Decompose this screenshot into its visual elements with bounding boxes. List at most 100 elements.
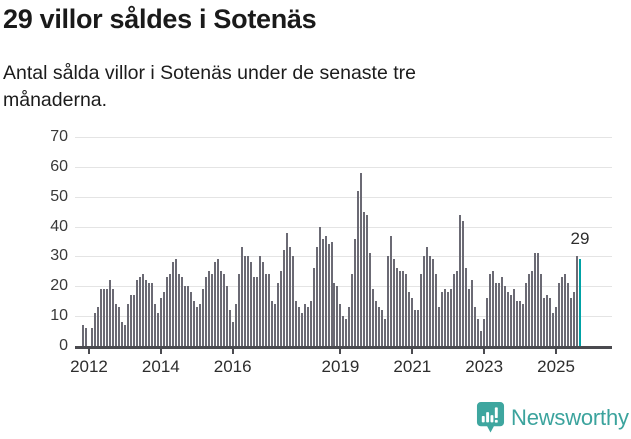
bar-month [384, 319, 387, 346]
bar-month [330, 241, 333, 346]
bar-month [507, 292, 510, 346]
bar-month [306, 307, 309, 346]
newsworthy-logo-icon [476, 402, 505, 433]
newsworthy-brand: Newsworthy [476, 401, 629, 434]
gridline [75, 137, 612, 138]
bar-month [231, 322, 234, 346]
bar-month [378, 307, 381, 346]
bar-month [420, 274, 423, 346]
bar-month [82, 325, 84, 346]
bar-month [468, 289, 471, 346]
bar-month [513, 289, 516, 346]
bar-month [393, 259, 396, 346]
bar-month [504, 286, 507, 346]
bar-month [387, 256, 390, 346]
bar-month [534, 253, 537, 346]
bar-month [423, 256, 426, 346]
bar-month [336, 286, 339, 346]
bar-month [267, 274, 270, 346]
bar-month [402, 271, 405, 346]
bar-month [555, 307, 558, 346]
bar-month [405, 274, 408, 346]
last-value-annotation: 29 [570, 229, 590, 248]
bar-month [522, 304, 525, 346]
x-axis-tick [159, 349, 162, 354]
bar-month [141, 274, 144, 346]
bar-month [345, 319, 348, 346]
bar-month [477, 319, 480, 346]
y-axis-label: 20 [50, 277, 68, 295]
gridline [75, 286, 612, 288]
x-axis-tick [555, 349, 558, 354]
bar-month [396, 268, 399, 346]
bar-month [222, 274, 225, 346]
bar-month [84, 328, 87, 346]
bar-month [552, 313, 555, 346]
bar-month [444, 289, 447, 346]
bar-month [495, 283, 498, 346]
x-axis-tick [339, 349, 342, 354]
y-axis-label: 60 [50, 157, 68, 175]
bar-month [138, 277, 141, 346]
bar-month [327, 244, 330, 346]
bar-month [435, 274, 438, 346]
bar-month [312, 268, 315, 346]
bar-month [516, 301, 519, 346]
bar-month [237, 274, 240, 346]
bar-month [564, 274, 567, 346]
bar-month [369, 253, 372, 346]
bar-month [318, 226, 321, 346]
bar-month [183, 286, 186, 346]
bar-month [249, 262, 252, 346]
bar-month [456, 271, 459, 346]
chart-subtitle-line1: Antal sålda villor i Sotenäs under de se… [3, 62, 416, 84]
bar-month [510, 295, 513, 346]
bar-month [135, 280, 138, 346]
bar-month [357, 190, 360, 346]
bar-month [561, 277, 564, 346]
x-axis-line [75, 346, 612, 349]
y-axis-label: 10 [50, 307, 68, 325]
bar-month [153, 304, 156, 346]
gridline [75, 196, 612, 198]
bar-month [273, 304, 276, 346]
bar-month [240, 247, 243, 346]
x-axis-label: 2025 [537, 357, 575, 376]
bar-month [360, 172, 363, 346]
bar-month [195, 307, 198, 346]
gridline [75, 256, 612, 258]
bar-month [297, 307, 300, 346]
bar-month [147, 283, 150, 346]
bar-month [480, 331, 483, 346]
bar-month [210, 274, 213, 346]
bar-month [390, 235, 393, 346]
bar-month [519, 301, 522, 346]
chart-title: 29 villor såldes i Sotenäs [3, 4, 317, 34]
bar-month [117, 307, 120, 346]
bar-month [108, 280, 111, 346]
bar-month [489, 274, 492, 346]
bar-month [123, 325, 126, 346]
x-axis-label: 2016 [213, 357, 252, 376]
bar-month [90, 328, 93, 346]
bar-month [459, 214, 462, 346]
bar-month [207, 271, 210, 346]
bar-month [471, 280, 474, 346]
bar-month [201, 289, 204, 346]
bar-month [204, 277, 207, 346]
x-axis-label: 2019 [321, 357, 360, 376]
bar-month [261, 262, 264, 346]
bar-month [243, 256, 246, 346]
bar-month [474, 307, 477, 346]
bar-month [105, 289, 108, 346]
bar-month [189, 292, 192, 346]
bar-month [351, 274, 354, 346]
bar-month [324, 235, 327, 346]
bar-month [264, 274, 267, 346]
bar-month [426, 247, 429, 346]
x-axis-label: 2012 [70, 357, 108, 376]
bar-month [333, 283, 336, 346]
bar-month [354, 238, 357, 346]
bar-month [219, 271, 222, 346]
